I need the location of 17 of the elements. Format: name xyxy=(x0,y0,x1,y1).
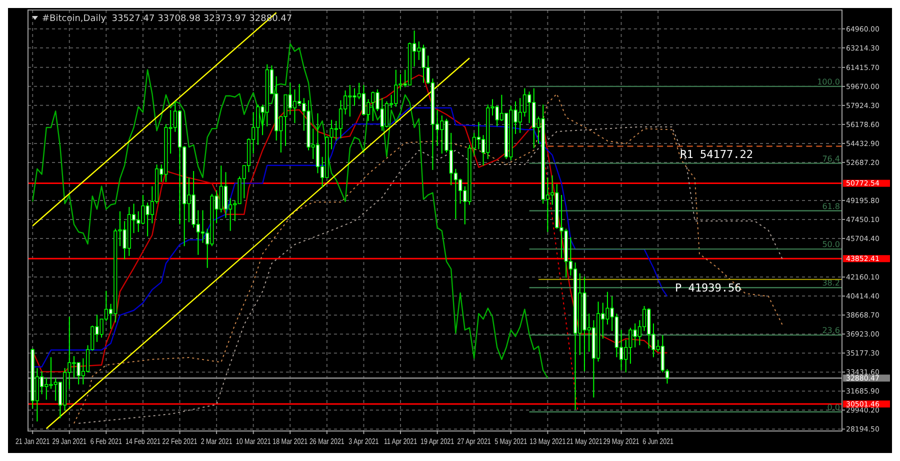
candlestick xyxy=(527,91,532,124)
candlestick xyxy=(660,334,664,373)
line-series xyxy=(32,43,548,379)
series-label: 23.6 xyxy=(822,326,840,336)
candlestick xyxy=(665,368,670,384)
series-label: 61.8 xyxy=(822,202,840,211)
series-label: R1 54177.22 xyxy=(680,148,753,162)
series-label: 100.0 xyxy=(817,77,840,86)
candlestick xyxy=(316,112,320,174)
candlestick xyxy=(338,100,343,139)
series-label: 0.0 xyxy=(827,402,840,412)
series-label: P 41939.56 xyxy=(675,281,742,294)
candlestick xyxy=(224,172,228,218)
series-label: 50.0 xyxy=(822,240,840,250)
series-label: 76.4 xyxy=(822,154,840,164)
candlestick xyxy=(200,210,205,244)
candlestick xyxy=(292,88,297,124)
